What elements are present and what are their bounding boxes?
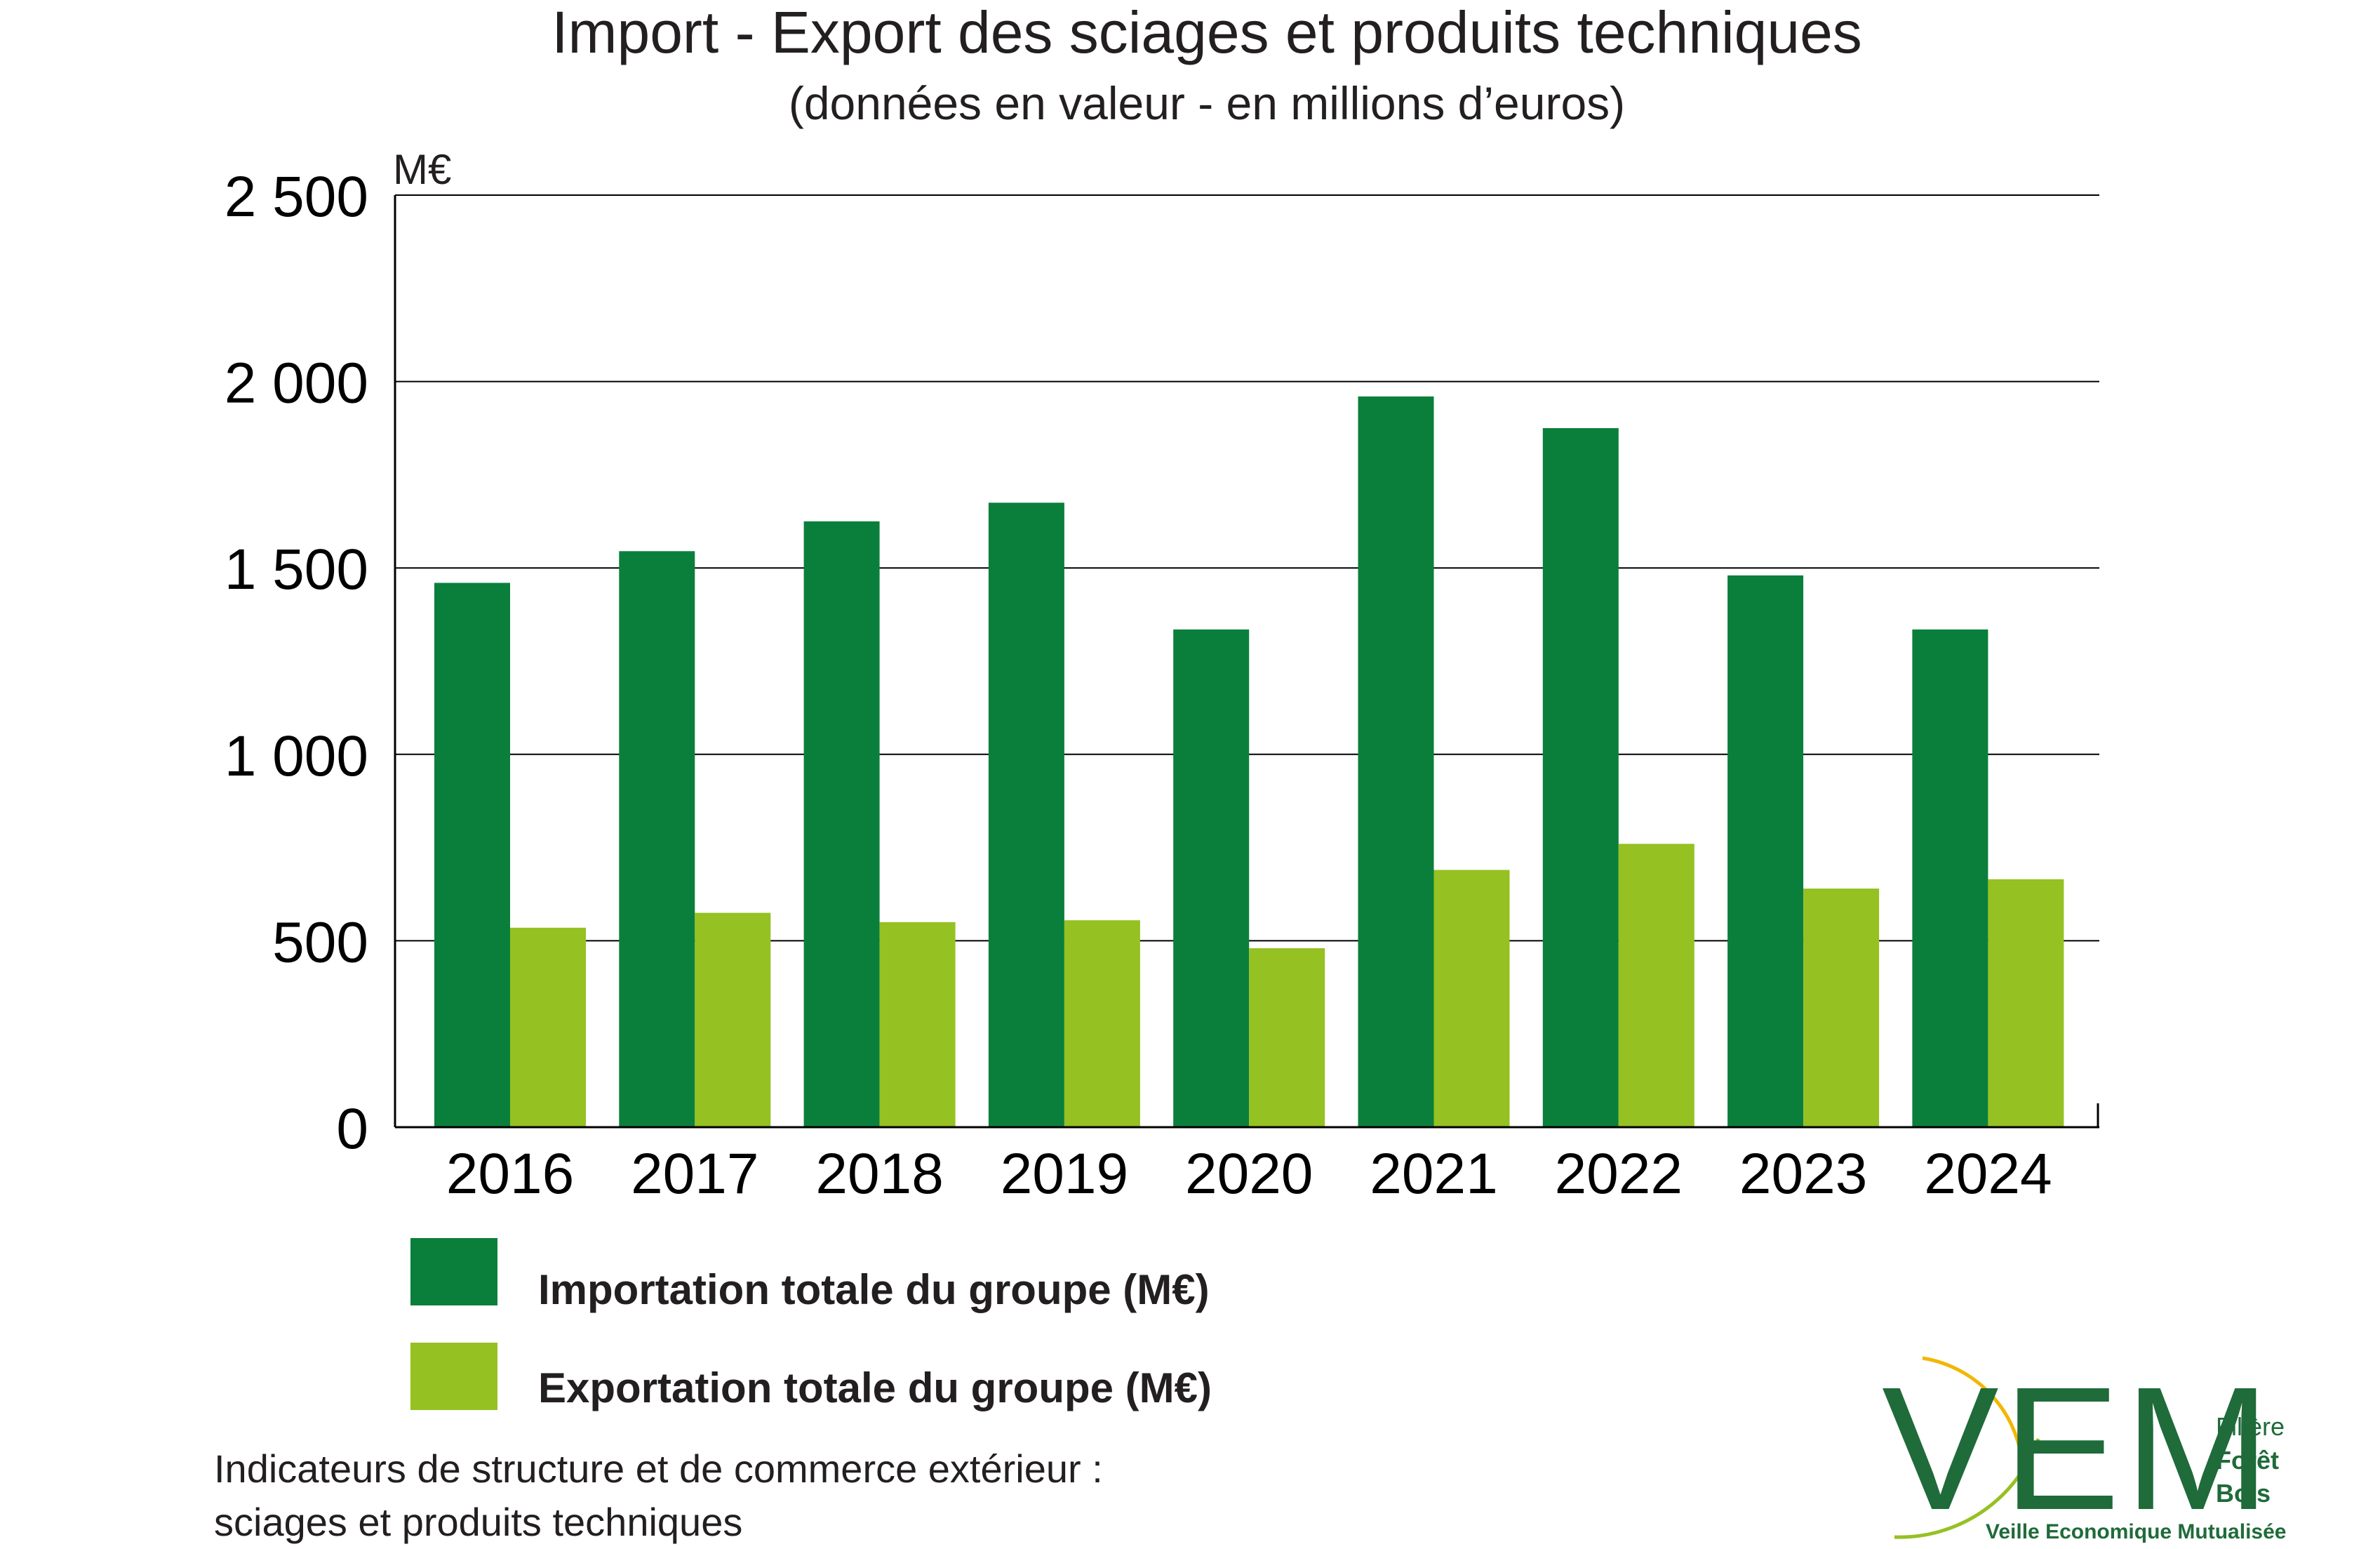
export-bar-2020 xyxy=(1249,948,1325,1127)
logo-tagline: Veille Economique Mutualisée xyxy=(1986,1520,2286,1543)
x-tick-label: 2018 xyxy=(815,1142,943,1206)
legend-swatch-import xyxy=(410,1238,497,1305)
x-tick-label: 2020 xyxy=(1185,1142,1313,1206)
export-bar-2018 xyxy=(879,922,956,1127)
y-tick-label: 1 000 xyxy=(225,724,368,788)
x-tick-label: 2016 xyxy=(446,1142,574,1206)
legend-label-export: Exportation totale du groupe (M€) xyxy=(538,1364,1212,1411)
x-tick-label: 2021 xyxy=(1370,1142,1497,1206)
logo-side-line-3: Bois xyxy=(2216,1479,2271,1508)
export-bar-2016 xyxy=(510,927,586,1127)
y-tick-label: 2 500 xyxy=(225,165,368,229)
legend: Importation totale du groupe (M€) Export… xyxy=(410,1238,1212,1411)
logo-arc-green xyxy=(1894,1438,2040,1539)
logo-side-line-1: Filière xyxy=(2216,1412,2285,1441)
chart-title: Import - Export des sciages et produits … xyxy=(551,0,1862,65)
y-axis-ticks: 0 500 1 000 1 500 2 000 2 500 xyxy=(225,165,368,1161)
import-bar-2017 xyxy=(619,551,695,1127)
vem-logo: VEM Filière Forêt Bois Veille Economique… xyxy=(1882,1350,2286,1546)
footnote-line-1: Indicateurs de structure et de commerce … xyxy=(214,1447,1103,1491)
logo-letters: VEM xyxy=(1882,1350,2275,1546)
export-bar-2019 xyxy=(1064,920,1140,1127)
y-tick-label: 2 000 xyxy=(225,352,368,415)
x-axis-ticks: 2016 2017 2018 2019 2020 2021 2022 2023 2024 xyxy=(446,1142,2052,1206)
import-bar-2016 xyxy=(434,583,510,1127)
import-bar-2021 xyxy=(1358,396,1434,1127)
legend-label-import: Importation totale du groupe (M€) xyxy=(538,1266,1210,1313)
export-bar-2017 xyxy=(695,912,771,1127)
import-bar-2018 xyxy=(803,521,880,1127)
y-axis-unit: M€ xyxy=(393,146,451,193)
y-tick-label: 1 500 xyxy=(225,538,368,601)
x-tick-label: 2022 xyxy=(1555,1142,1683,1206)
y-tick-label: 0 xyxy=(336,1097,368,1161)
export-bar-2022 xyxy=(1618,844,1694,1127)
x-tick-label: 2019 xyxy=(1001,1142,1128,1206)
y-tick-label: 500 xyxy=(272,910,368,974)
import-bar-2020 xyxy=(1173,629,1250,1127)
bars xyxy=(434,396,2064,1127)
x-tick-label: 2017 xyxy=(631,1142,758,1206)
export-bar-2023 xyxy=(1803,889,1880,1127)
export-bar-2021 xyxy=(1433,870,1510,1127)
import-bar-2019 xyxy=(988,503,1064,1127)
x-tick-label: 2023 xyxy=(1739,1142,1867,1206)
import-bar-2022 xyxy=(1542,428,1619,1127)
legend-swatch-export xyxy=(410,1343,497,1410)
logo-side-line-2: Forêt xyxy=(2216,1446,2279,1475)
export-bar-2024 xyxy=(1988,879,2064,1127)
import-bar-2024 xyxy=(1912,629,1988,1127)
footnote-line-2: sciages et produits techniques xyxy=(214,1500,742,1544)
chart-subtitle: (données en valeur - en millions d’euros… xyxy=(789,77,1625,129)
import-bar-2023 xyxy=(1727,575,1804,1127)
x-tick-label: 2024 xyxy=(1924,1142,2052,1206)
